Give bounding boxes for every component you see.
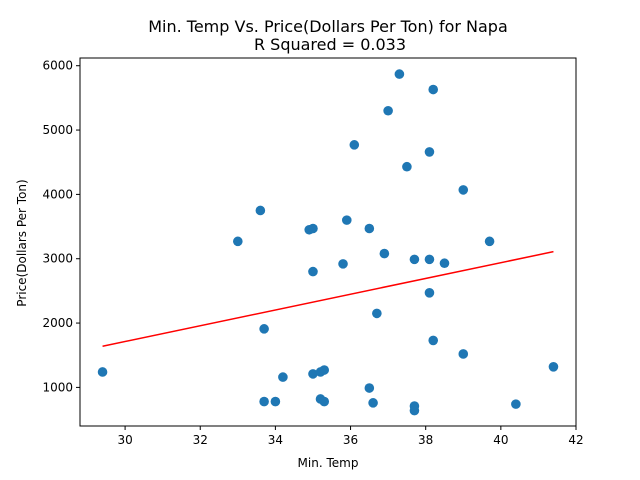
- y-tick-label: 3000: [42, 252, 73, 266]
- data-point: [424, 288, 435, 298]
- x-tick-label: 40: [493, 433, 508, 447]
- y-axis-label: Price(Dollars Per Ton): [15, 179, 29, 306]
- x-ticks: 30 32 34 36 38 40 42: [117, 426, 584, 447]
- data-point: [439, 258, 450, 269]
- chart-title: Min. Temp Vs. Price(Dollars Per Ton) for…: [148, 17, 508, 36]
- data-point: [409, 254, 420, 265]
- data-point: [402, 161, 412, 172]
- data-point: [458, 349, 469, 359]
- data-point: [278, 372, 288, 382]
- data-point: [379, 248, 390, 259]
- y-tick-label: 2000: [42, 316, 73, 330]
- data-point: [511, 399, 521, 409]
- x-tick-label: 30: [117, 433, 132, 447]
- data-point: [259, 324, 269, 334]
- data-point: [97, 367, 108, 377]
- data-point: [409, 405, 420, 416]
- data-points: [97, 69, 559, 416]
- data-point: [255, 205, 266, 216]
- y-ticks: 1000 2000 3000 4000 5000 6000: [42, 59, 80, 394]
- x-tick-label: 38: [418, 433, 433, 447]
- y-tick-label: 5000: [42, 123, 73, 137]
- data-point: [349, 140, 360, 150]
- data-point: [424, 147, 435, 157]
- data-point: [372, 308, 382, 319]
- data-point: [428, 84, 439, 95]
- data-point: [308, 369, 318, 379]
- data-point: [428, 335, 439, 346]
- x-axis-label: Min. Temp: [298, 456, 359, 470]
- data-point: [270, 396, 281, 407]
- x-tick-label: 32: [193, 433, 208, 447]
- data-point: [233, 236, 243, 247]
- data-point: [458, 185, 469, 195]
- data-point: [319, 396, 330, 407]
- regression-line: [102, 250, 554, 347]
- x-tick-label: 34: [268, 433, 283, 447]
- y-tick-label: 4000: [42, 187, 73, 201]
- data-point: [368, 398, 378, 408]
- data-point: [259, 396, 269, 407]
- x-tick-label: 42: [568, 433, 583, 447]
- y-tick-label: 6000: [42, 59, 73, 73]
- data-point: [364, 383, 375, 393]
- data-point: [319, 365, 330, 375]
- data-point: [364, 223, 375, 234]
- data-point: [394, 69, 405, 79]
- x-tick-label: 36: [343, 433, 358, 447]
- data-point: [338, 259, 348, 269]
- y-tick-label: 1000: [42, 380, 73, 394]
- data-point: [424, 254, 435, 265]
- data-point: [308, 266, 318, 277]
- data-point: [548, 362, 559, 372]
- data-point: [308, 223, 318, 234]
- data-point: [484, 236, 495, 247]
- data-point: [383, 105, 393, 116]
- plot-area-frame: [79, 57, 577, 427]
- data-point: [341, 215, 352, 225]
- chart-subtitle: R Squared = 0.033: [254, 35, 406, 54]
